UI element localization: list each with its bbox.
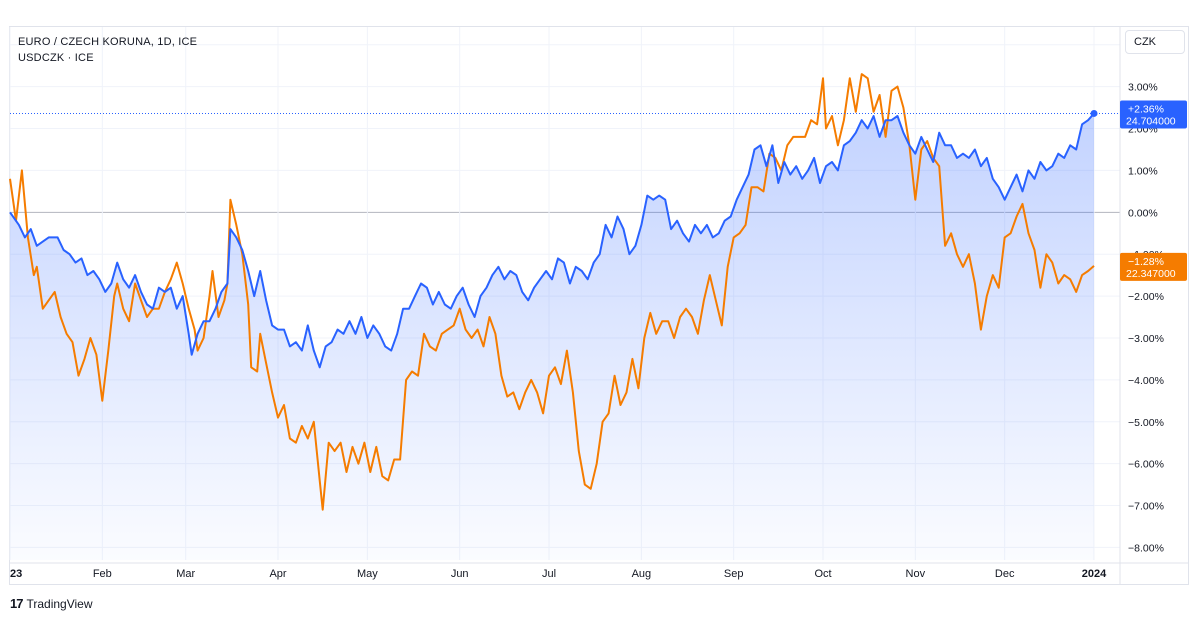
x-tick-label: 23 bbox=[10, 568, 22, 580]
x-tick-label: Dec bbox=[995, 568, 1015, 580]
x-tick-label: Nov bbox=[906, 568, 926, 580]
last-value-dot bbox=[1090, 109, 1098, 117]
currency-button[interactable]: CZK bbox=[1125, 30, 1185, 54]
y-tick-label: −7.00% bbox=[1128, 501, 1164, 513]
brand-name: TradingView bbox=[26, 596, 93, 611]
tradingview-branding[interactable]: 17 TradingView bbox=[10, 596, 93, 611]
eurczk-area bbox=[10, 113, 1094, 560]
badge-percent: +2.36% bbox=[1128, 103, 1164, 115]
x-tick-label: Oct bbox=[814, 568, 831, 580]
x-tick-label: Mar bbox=[176, 568, 195, 580]
chart-title[interactable]: EURO / CZECH KORUNA, 1D, ICE bbox=[18, 36, 198, 48]
price-badges: +2.36%24.704000 −1.28%22.347000 bbox=[1120, 100, 1187, 281]
tradingview-logo-icon: 17 bbox=[10, 596, 24, 611]
y-tick-label: −3.00% bbox=[1128, 333, 1164, 345]
badge-price: 22.347000 bbox=[1126, 268, 1176, 280]
y-tick-label: 0.00% bbox=[1128, 207, 1158, 219]
x-tick-label: Aug bbox=[632, 568, 652, 580]
series-lines bbox=[9, 73, 1120, 511]
y-tick-label: −5.00% bbox=[1128, 417, 1164, 429]
y-tick-label: −8.00% bbox=[1128, 542, 1164, 554]
area-fill bbox=[10, 113, 1094, 560]
series-line-usdczk[interactable] bbox=[9, 73, 1095, 511]
x-tick-label: Feb bbox=[93, 568, 112, 580]
y-tick-label: 1.00% bbox=[1128, 165, 1158, 177]
badge-percent: −1.28% bbox=[1128, 256, 1164, 268]
x-tick-label: Jun bbox=[451, 568, 469, 580]
y-tick-label: −6.00% bbox=[1128, 459, 1164, 471]
x-tick-label: Apr bbox=[269, 568, 286, 580]
series-legend-usdczk[interactable]: USDCZK · ICE bbox=[18, 52, 94, 64]
x-tick-label: Sep bbox=[724, 568, 744, 580]
x-tick-label: Jul bbox=[542, 568, 556, 580]
x-tick-label: May bbox=[357, 568, 378, 580]
series-line-eurczk[interactable] bbox=[9, 112, 1095, 369]
price-badge-usdczk[interactable]: −1.28%22.347000 bbox=[1120, 252, 1187, 281]
y-tick-label: −2.00% bbox=[1128, 291, 1164, 303]
y-tick-label: 3.00% bbox=[1128, 82, 1158, 94]
y-tick-label: −4.00% bbox=[1128, 375, 1164, 387]
x-tick-label: 2024 bbox=[1082, 568, 1107, 580]
x-axis: 23 Feb Mar Apr May Jun Jul Aug Sep Oct Nov Dec 2024 bbox=[10, 568, 1107, 580]
price-badge-eurczk[interactable]: +2.36%24.704000 bbox=[1120, 100, 1187, 129]
badge-price: 24.704000 bbox=[1126, 115, 1176, 127]
